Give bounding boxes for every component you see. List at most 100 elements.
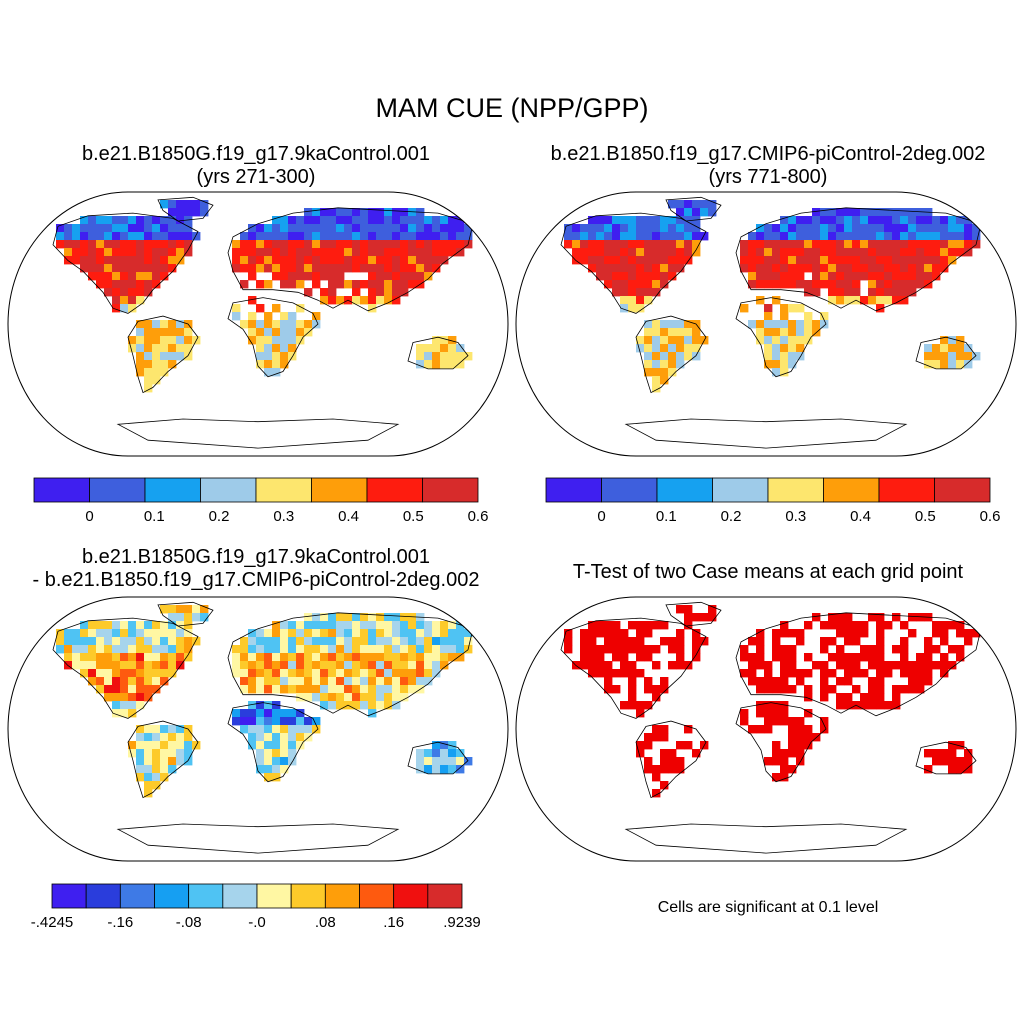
- grid-cell: [280, 264, 289, 273]
- grid-cell: [280, 717, 289, 726]
- grid-cell: [304, 685, 313, 694]
- grid-cell: [176, 637, 185, 646]
- grid-cell: [892, 232, 901, 241]
- grid-cell: [336, 685, 345, 694]
- grid-cell: [660, 232, 669, 241]
- grid-cell: [128, 685, 137, 694]
- grid-cell: [272, 360, 281, 369]
- grid-cell: [876, 288, 885, 297]
- grid-cell: [152, 344, 161, 353]
- grid-cell: [924, 216, 933, 225]
- grid-cell: [336, 637, 345, 646]
- grid-cell: [636, 629, 645, 638]
- grid-cell: [232, 304, 241, 313]
- grid-cell: [344, 693, 353, 702]
- grid-cell: [440, 240, 449, 249]
- grid-cell: [128, 264, 137, 273]
- grid-cell: [408, 224, 417, 233]
- grid-cell: [136, 256, 145, 265]
- grid-cell: [876, 621, 885, 630]
- grid-cell: [392, 232, 401, 241]
- grid-cell: [248, 264, 257, 273]
- grid-cell: [580, 653, 589, 662]
- grid-cell: [644, 621, 653, 630]
- grid-cell: [184, 352, 193, 361]
- grid-cell: [136, 352, 145, 361]
- grid-cell: [328, 272, 337, 281]
- grid-cell: [756, 677, 765, 686]
- grid-cell: [360, 264, 369, 273]
- grid-cell: [248, 717, 257, 726]
- grid-cell: [772, 264, 781, 273]
- grid-cell: [676, 757, 685, 766]
- grid-cell: [764, 312, 773, 321]
- grid-cell: [876, 280, 885, 289]
- grid-cell: [440, 661, 449, 670]
- grid-cell: [416, 272, 425, 281]
- coastline-antarctica: [624, 418, 908, 449]
- grid-cell: [956, 216, 965, 225]
- grid-cell: [596, 232, 605, 241]
- grid-cell: [128, 232, 137, 241]
- coastline-africa: [227, 702, 319, 783]
- grid-cell: [804, 288, 813, 297]
- grid-cell: [964, 629, 973, 638]
- grid-cell: [256, 280, 265, 289]
- colorbar-tick-label: 0.4: [338, 508, 359, 525]
- grid-cell: [160, 605, 169, 614]
- grid-cell: [104, 256, 113, 265]
- grid-cell: [416, 352, 425, 361]
- grid-cell: [636, 256, 645, 265]
- grid-cell: [152, 725, 161, 734]
- grid-cell: [876, 256, 885, 265]
- grid-cell: [264, 256, 273, 265]
- grid-cell: [424, 256, 433, 265]
- grid-cell: [756, 240, 765, 249]
- grid-cell: [176, 733, 185, 742]
- grid-cell: [408, 645, 417, 654]
- grid-cell: [112, 693, 121, 702]
- grid-cell: [828, 280, 837, 289]
- grid-cell: [312, 661, 321, 670]
- colorbar-swatch: [144, 477, 201, 503]
- grid-cell: [384, 669, 393, 678]
- grid-cell: [120, 264, 129, 273]
- grid-cell: [668, 200, 677, 209]
- grid-cell: [652, 733, 661, 742]
- grid-cell: [772, 653, 781, 662]
- grid-cell: [432, 264, 441, 273]
- grid-cell: [352, 621, 361, 630]
- colorbar-swatch: [545, 477, 602, 503]
- grid-cell: [780, 677, 789, 686]
- grid-cell: [588, 669, 597, 678]
- grid-cell: [408, 272, 417, 281]
- colorbar-swatch: [200, 477, 257, 503]
- grid-cell: [580, 637, 589, 646]
- grid-cell: [932, 248, 941, 257]
- grid-cell: [652, 384, 661, 393]
- grid-cell: [344, 677, 353, 686]
- grid-cell: [384, 224, 393, 233]
- panel-1-title: b.e21.B1850G.f19_g17.9kaControl.001 (yrs…: [0, 143, 512, 189]
- grid-cell: [288, 264, 297, 273]
- grid-cell: [336, 629, 345, 638]
- grid-cell: [764, 717, 773, 726]
- grid-cell: [636, 288, 645, 297]
- grid-cell: [416, 240, 425, 249]
- grid-cell: [360, 693, 369, 702]
- colorbar-swatch: [934, 477, 991, 503]
- grid-cell: [604, 216, 613, 225]
- grid-cell: [88, 240, 97, 249]
- grid-cell: [684, 613, 693, 622]
- grid-cell: [692, 328, 701, 337]
- grid-cell: [408, 653, 417, 662]
- grid-cell: [676, 645, 685, 654]
- grid-cell: [596, 256, 605, 265]
- grid-cell: [392, 621, 401, 630]
- grid-cell: [772, 685, 781, 694]
- grid-cell: [780, 765, 789, 774]
- grid-cell: [924, 264, 933, 273]
- grid-cell: [644, 629, 653, 638]
- colorbar-swatch: [33, 477, 90, 503]
- grid-cell: [940, 336, 949, 345]
